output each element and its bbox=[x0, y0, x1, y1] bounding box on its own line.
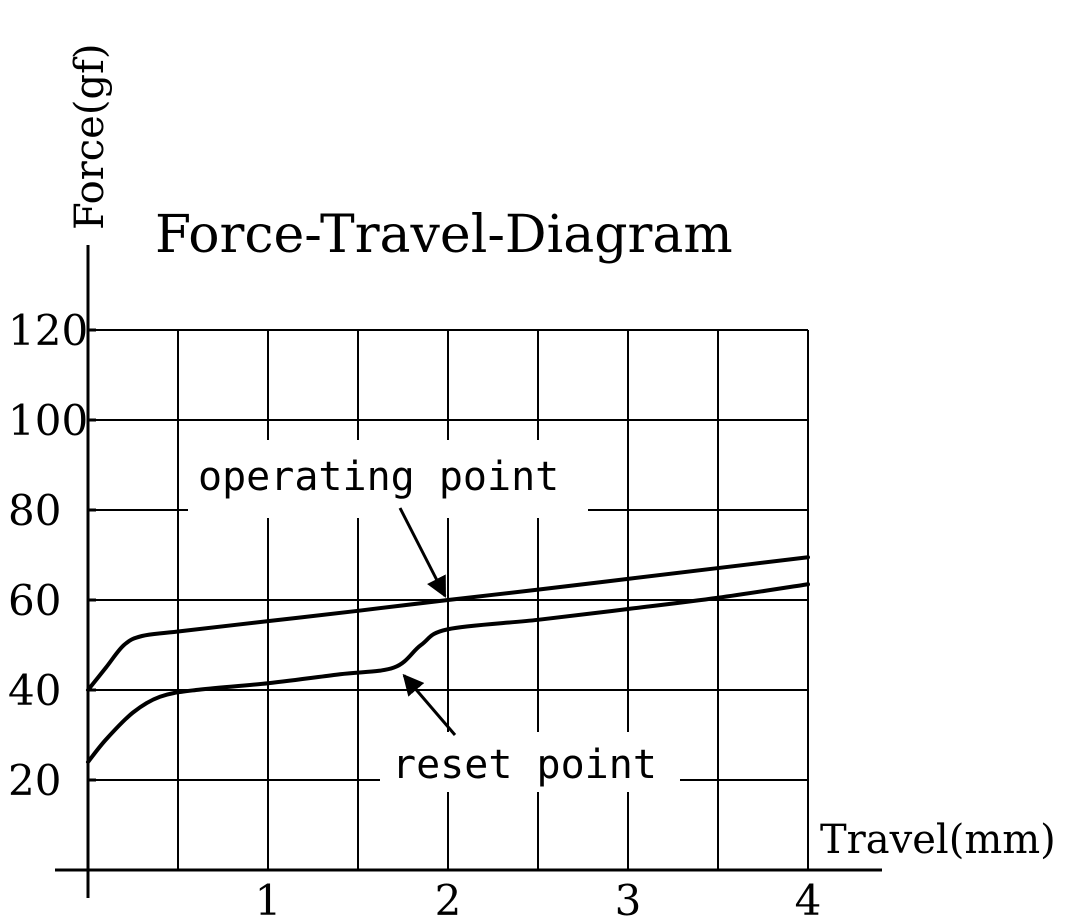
grid bbox=[88, 329, 809, 870]
arrow-reset-point bbox=[402, 673, 457, 736]
y-tick-label: 120 bbox=[8, 306, 88, 355]
x-axis-label: Travel(mm) bbox=[820, 817, 1056, 863]
annotations: operating point reset point bbox=[198, 454, 657, 788]
annotation-gap bbox=[188, 440, 588, 518]
annotation-operating-point: operating point bbox=[198, 454, 559, 500]
y-tick-label: 80 bbox=[8, 486, 61, 535]
y-tick-label: 60 bbox=[8, 576, 61, 625]
series-layer bbox=[86, 555, 810, 764]
axes bbox=[55, 245, 882, 898]
series-line-2 bbox=[86, 582, 810, 764]
y-tick-label: 40 bbox=[8, 666, 61, 715]
y-tick-label: 20 bbox=[8, 756, 61, 805]
x-tick-label: 4 bbox=[795, 876, 822, 923]
annotation-gap bbox=[380, 732, 680, 792]
x-tick-label: 2 bbox=[435, 876, 462, 923]
tick-labels: 1 2 3 4 20 40 60 80 100 120 bbox=[8, 306, 821, 923]
annotation-reset-point: reset point bbox=[392, 742, 657, 788]
x-tick-label: 1 bbox=[255, 876, 282, 923]
chart-title: Force-Travel-Diagram bbox=[155, 205, 733, 265]
x-tick-label: 3 bbox=[615, 876, 642, 923]
y-tick-label: 100 bbox=[8, 396, 88, 445]
series-line-1 bbox=[86, 555, 810, 692]
arrow-operating-point bbox=[398, 507, 447, 598]
y-axis-label: Force(gf) bbox=[67, 44, 113, 230]
